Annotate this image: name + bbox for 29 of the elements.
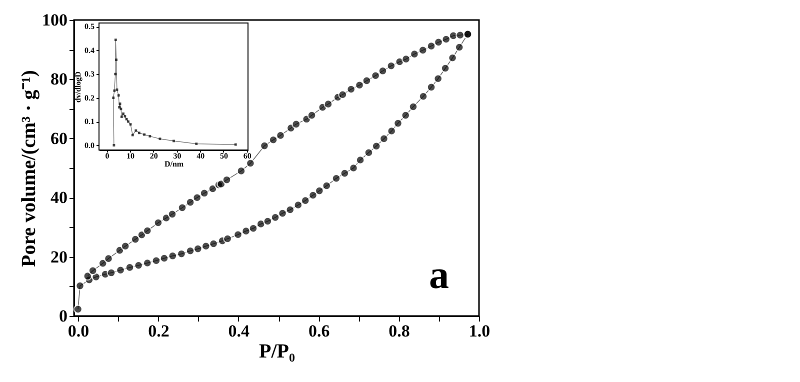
x-tick-label: 40 — [196, 152, 205, 160]
x-tick-label: 0.6 — [308, 322, 330, 340]
x-axis-title: D/nm — [164, 160, 184, 168]
x-tick-label: 50 — [220, 152, 228, 160]
x-tick-label: 30 — [173, 152, 182, 160]
y-tick-label: 0.5 — [84, 22, 94, 32]
y-tick-label: 80 — [50, 70, 68, 89]
y-tick-label: 40 — [50, 188, 68, 208]
x-tick-label: 0.4 — [228, 322, 250, 340]
y-tick-label: 0.1 — [84, 117, 94, 126]
y-axis-title: Pore volume/(cm³ · g⁻¹) — [18, 70, 40, 267]
x-tick-label: 0.2 — [148, 322, 170, 340]
x-tick-label: 20 — [150, 152, 158, 160]
y-axis-title: dv/dlogD — [74, 71, 82, 103]
y-tick-label: 0.0 — [84, 140, 94, 150]
annotation: a — [429, 252, 449, 297]
x-tick-label: 1.0 — [468, 322, 490, 340]
y-tick-label: 60 — [50, 128, 68, 148]
y-tick-label: 0 — [59, 306, 68, 326]
y-tick-label: 0.2 — [84, 93, 94, 102]
x-tick-label: 10 — [126, 152, 135, 160]
y-tick-label: 20 — [50, 247, 68, 266]
x-tick-label: 0 — [105, 152, 110, 160]
y-tick-label: 100 — [42, 10, 68, 30]
x-tick-label: 0.8 — [388, 322, 410, 340]
y-tick-label: 0.3 — [84, 70, 94, 79]
x-tick-label: 60 — [243, 152, 252, 160]
x-axis-title: P/P₀ — [259, 340, 295, 362]
y-tick-label: 0.4 — [84, 46, 94, 55]
